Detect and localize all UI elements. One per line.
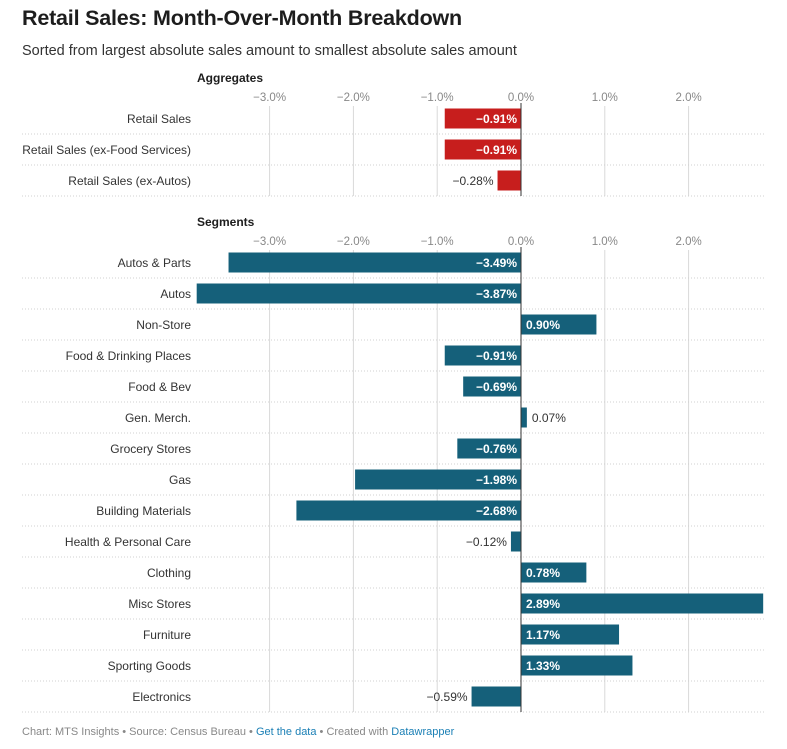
- footer-separator: •: [119, 726, 130, 738]
- aggregates-x-tick-label: −1.0%: [421, 92, 454, 104]
- segments-category-label: Electronics: [132, 690, 191, 704]
- segments-value-label: −0.76%: [476, 442, 517, 456]
- segments-bar: [521, 314, 597, 335]
- segments-category-label: Gen. Merch.: [125, 411, 191, 425]
- segments-x-tick-label: −2.0%: [337, 236, 370, 248]
- segments-x-tick-label: −3.0%: [253, 236, 286, 248]
- segments-bar: [521, 407, 527, 428]
- segments-bar: [196, 283, 521, 304]
- aggregates-value-label: −0.91%: [476, 112, 517, 126]
- segments-value-label: 1.17%: [526, 628, 560, 642]
- segments-value-label: −2.68%: [476, 504, 517, 518]
- segments-bar: [457, 438, 521, 459]
- segments-x-tick-label: 0.0%: [508, 236, 534, 248]
- segments-category-label: Gas: [169, 473, 191, 487]
- segments-category-label: Grocery Stores: [110, 442, 191, 456]
- segments-category-label: Clothing: [147, 566, 191, 580]
- segments-bar: [228, 252, 521, 273]
- chart-footer: Chart: MTS Insights • Source: Census Bur…: [22, 726, 454, 738]
- segments-value-label: 0.07%: [532, 411, 566, 425]
- segments-value-label: −3.87%: [476, 287, 517, 301]
- segments-value-label: 0.90%: [526, 318, 560, 332]
- segments-bar: [521, 593, 764, 614]
- segments-category-label: Sporting Goods: [108, 659, 191, 673]
- segments-value-label: −0.69%: [476, 380, 517, 394]
- segments-category-label: Autos: [160, 287, 191, 301]
- segments-bar: [521, 624, 620, 645]
- datawrapper-link[interactable]: Datawrapper: [391, 726, 455, 738]
- segments-value-label: 0.78%: [526, 566, 560, 580]
- aggregates-x-tick-label: −2.0%: [337, 92, 370, 104]
- segments-category-label: Building Materials: [96, 504, 191, 518]
- segments-bar: [471, 686, 521, 707]
- footer-chart-by: Chart: MTS Insights: [22, 726, 120, 738]
- segments-bar: [521, 562, 587, 583]
- segments-value-label: −0.59%: [427, 690, 468, 704]
- segments-category-label: Health & Personal Care: [65, 535, 191, 549]
- aggregates-bar: [497, 170, 521, 191]
- segments-panel-title: Segments: [197, 215, 255, 229]
- segments-x-tick-label: 2.0%: [675, 236, 701, 248]
- segments-value-label: −3.49%: [476, 256, 517, 270]
- chart-canvas: Aggregates −3.0% −2.0% −1.0% 0.0% 1.0% 2.0% Ret…: [22, 71, 764, 713]
- footer-created-with: Created with: [326, 726, 389, 738]
- aggregates-x-tick-label: 1.0%: [592, 92, 618, 104]
- segments-value-label: 1.33%: [526, 659, 560, 673]
- aggregates-x-tick-label: 2.0%: [675, 92, 701, 104]
- segments-value-label: 2.89%: [526, 597, 560, 611]
- segments-category-label: Misc Stores: [128, 597, 191, 611]
- segments-category-label: Autos & Parts: [118, 256, 191, 270]
- aggregates-x-tick-label: −3.0%: [253, 92, 286, 104]
- segments-bar: [463, 376, 521, 397]
- segments-value-label: −0.91%: [476, 349, 517, 363]
- aggregates-value-label: −0.28%: [452, 174, 493, 188]
- segments-x-tick-label: 1.0%: [592, 236, 618, 248]
- aggregates-bar: [444, 139, 521, 160]
- segments-bar: [296, 500, 521, 521]
- get-the-data-link[interactable]: Get the data: [255, 726, 317, 738]
- aggregates-panel-title: Aggregates: [197, 71, 263, 85]
- chart-title: Retail Sales: Month-Over-Month Breakdown: [22, 6, 462, 30]
- aggregates-value-label: −0.91%: [476, 143, 517, 157]
- segments-x-tick-label: −1.0%: [421, 236, 454, 248]
- footer-source: Source: Census Bureau: [129, 726, 246, 738]
- aggregates-bar: [444, 108, 521, 129]
- aggregates-category-label: Retail Sales (ex-Autos): [68, 174, 191, 188]
- segments-bar: [510, 531, 521, 552]
- aggregates-x-tick-label: 0.0%: [508, 92, 534, 104]
- aggregates-category-label: Retail Sales (ex-Food Services): [22, 143, 191, 157]
- segments-bar: [521, 655, 633, 676]
- aggregates-category-label: Retail Sales: [127, 112, 191, 126]
- segments-category-label: Food & Bev: [128, 380, 191, 394]
- segments-category-label: Furniture: [143, 628, 191, 642]
- segments-category-label: Non-Store: [136, 318, 191, 332]
- segments-category-label: Food & Drinking Places: [66, 349, 191, 363]
- segments-value-label: −0.12%: [466, 535, 507, 549]
- chart-subtitle: Sorted from largest absolute sales amoun…: [22, 43, 517, 59]
- segments-bar: [355, 469, 521, 490]
- footer-separator: •: [245, 726, 256, 738]
- segments-value-label: −1.98%: [476, 473, 517, 487]
- segments-bar: [444, 345, 521, 366]
- footer-separator: •: [316, 726, 327, 738]
